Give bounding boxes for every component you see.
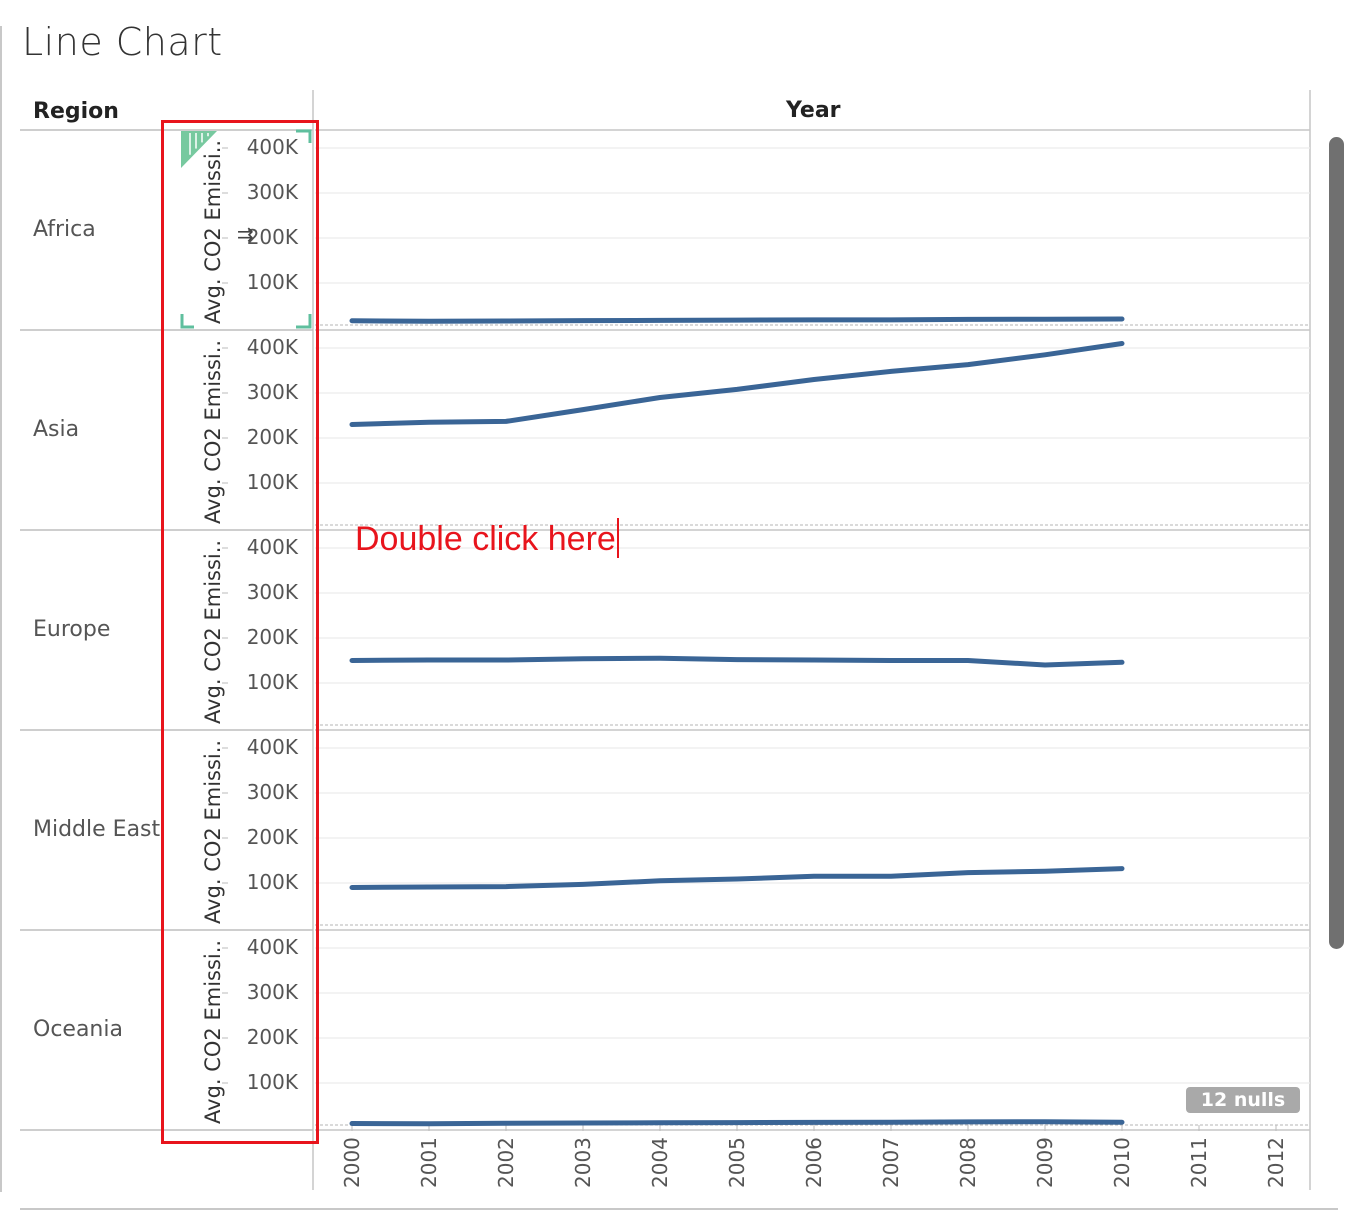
axis-drop-icon[interactable]: ⇉ [237, 222, 254, 246]
x-tick-label: 2005 [725, 1137, 749, 1188]
x-tick-label: 2002 [494, 1137, 518, 1188]
y-tick-label: 300K [246, 380, 298, 404]
y-tick-label: 200K [246, 1025, 298, 1049]
x-tick-label: 2001 [417, 1137, 441, 1188]
column-header-year[interactable]: Year [786, 98, 841, 123]
x-tick-label: 2008 [956, 1137, 980, 1188]
y-tick-label: 300K [246, 580, 298, 604]
chart-structure [20, 90, 1311, 1190]
y-tick-label: 200K [246, 225, 298, 249]
x-tick-label: 2003 [571, 1137, 595, 1188]
y-tick-label: 400K [246, 935, 298, 959]
y-tick-label: 400K [246, 135, 298, 159]
x-tick-label: 2000 [340, 1137, 364, 1188]
series-line-africa [349, 316, 1125, 324]
scrollbar-thumb[interactable] [1329, 137, 1344, 949]
x-tick-label: 2010 [1110, 1137, 1134, 1188]
region-label-oceania[interactable]: Oceania [33, 1017, 123, 1042]
region-label-europe[interactable]: Europe [33, 617, 111, 642]
y-tick-label: 400K [246, 735, 298, 759]
x-tick-label: 2009 [1033, 1137, 1057, 1188]
sheet-left-border [0, 26, 2, 1192]
y-tick-label: 100K [246, 870, 298, 894]
series-line-oceania [349, 1119, 1125, 1127]
sheet-bottom-border [20, 1208, 1338, 1210]
series-line-middle-east [349, 866, 1125, 890]
selection-corner [296, 129, 312, 143]
y-tick-label: 100K [246, 670, 298, 694]
x-tick-label: 2006 [802, 1137, 826, 1188]
y-tick-label: 200K [246, 825, 298, 849]
y-tick-label: 300K [246, 780, 298, 804]
selection-corner [180, 314, 194, 329]
y-tick-label: 100K [246, 470, 298, 494]
x-tick-label: 2012 [1264, 1137, 1288, 1188]
annotation-text: Double click here [355, 520, 616, 558]
y-tick-label: 200K [246, 425, 298, 449]
x-tick-label: 2007 [879, 1137, 903, 1188]
selection-corner [296, 314, 312, 329]
series-line-asia [349, 341, 1125, 427]
axis-highlight-box [161, 120, 319, 1144]
region-label-africa[interactable]: Africa [33, 217, 96, 242]
double-click-annotation: Double click here [355, 518, 619, 559]
y-tick-label: 300K [246, 180, 298, 204]
series-line-europe [349, 655, 1125, 668]
row-header-region[interactable]: Region [33, 99, 119, 124]
sheet-title: Line Chart [22, 20, 223, 64]
y-tick-label: 400K [246, 535, 298, 559]
y-tick-label: 300K [246, 980, 298, 1004]
nulls-indicator[interactable]: 12 nulls [1186, 1087, 1300, 1113]
chart-marks [349, 316, 1125, 1127]
y-tick-label: 100K [246, 270, 298, 294]
x-tick-label: 2004 [648, 1137, 672, 1188]
x-tick-label: 2011 [1187, 1137, 1211, 1188]
y-tick-label: 100K [246, 1070, 298, 1094]
y-tick-label: 200K [246, 625, 298, 649]
text-caret [616, 518, 619, 558]
y-tick-label: 400K [246, 335, 298, 359]
region-label-middle-east[interactable]: Middle East [33, 817, 161, 842]
region-label-asia[interactable]: Asia [33, 417, 80, 442]
